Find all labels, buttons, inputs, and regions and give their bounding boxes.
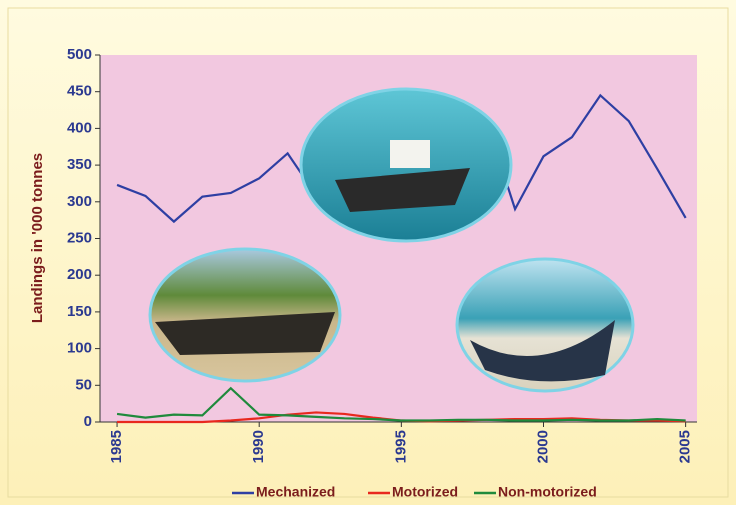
y-tick-label: 500 [67, 46, 92, 63]
y-tick-label: 400 [67, 119, 92, 136]
x-tick-label: 2005 [677, 430, 694, 463]
legend-label: Motorized [392, 484, 458, 500]
boat-hull [335, 168, 470, 212]
y-tick-label: 300 [67, 193, 92, 210]
y-tick-label: 450 [67, 83, 92, 100]
y-tick-label: 250 [67, 229, 92, 246]
y-tick-label: 0 [84, 413, 92, 430]
boat-hull [470, 320, 615, 382]
legend-label: Non-motorized [498, 484, 597, 500]
boat-cabin [390, 140, 430, 168]
x-tick-label: 2000 [534, 430, 551, 463]
frame [7, 7, 729, 498]
y-axis-title: Landings in '000 tonnes [29, 153, 46, 323]
x-tick-label: 1990 [250, 430, 267, 463]
boat-hull [155, 312, 335, 355]
x-tick-label: 1995 [392, 430, 409, 463]
y-tick-label: 100 [67, 340, 92, 357]
series-line [116, 386, 686, 422]
photos [148, 87, 635, 393]
legend-label: Mechanized [256, 484, 335, 500]
y-tick-label: 200 [67, 266, 92, 283]
y-tick-label: 350 [67, 156, 92, 173]
y-tick-label: 50 [75, 376, 92, 393]
x-tick-label: 1985 [108, 430, 125, 463]
y-tick-label: 150 [67, 303, 92, 320]
